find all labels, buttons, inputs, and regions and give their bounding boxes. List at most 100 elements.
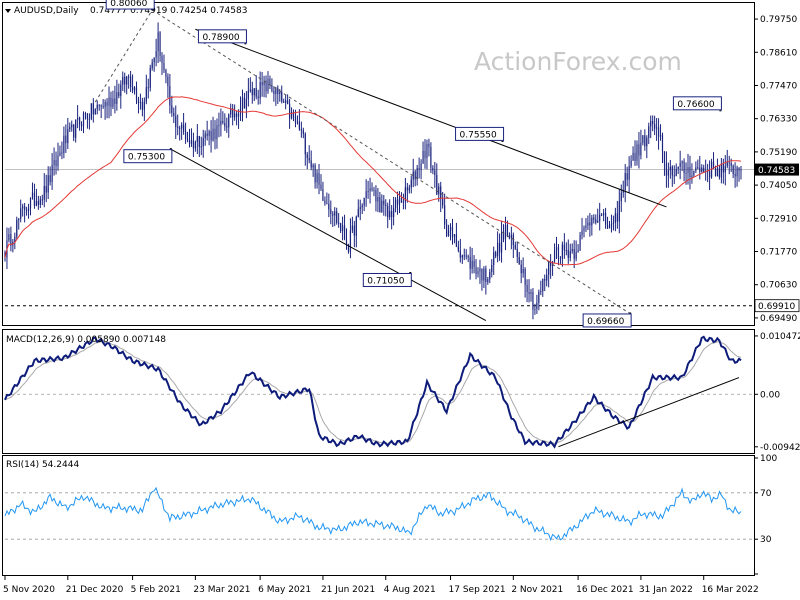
candle-body (606, 224, 609, 229)
chart-header: AUDUSD,Daily 0.74777 0.74919 0.74254 0.7… (5, 6, 247, 16)
candle-body (671, 166, 673, 176)
price-tick-label: 0.77470 (760, 81, 797, 91)
candle-body (10, 234, 12, 246)
candle-body (467, 256, 469, 258)
candle-body (383, 200, 385, 205)
candle-body (489, 271, 491, 280)
candle-body (296, 121, 299, 123)
candle-body (583, 227, 585, 231)
candle-body (569, 251, 571, 258)
candle-body (508, 236, 511, 238)
candle-body (398, 197, 401, 205)
candle-body (310, 160, 312, 168)
candle-body (163, 62, 165, 71)
candle-body (610, 223, 613, 228)
candle-body (104, 102, 106, 108)
candle-body (14, 236, 16, 242)
candle-body (169, 86, 171, 106)
time-tick-label: 6 May 2021 (258, 585, 311, 595)
candle-body (361, 205, 363, 208)
candle-body (347, 244, 350, 252)
candle-body (449, 226, 452, 231)
candle-body (475, 266, 477, 274)
candle-body (106, 102, 108, 106)
candle-body (620, 192, 622, 202)
candle-body (69, 127, 71, 130)
macd-tick-label: 0.00 (760, 390, 780, 400)
candle-body (510, 234, 512, 238)
candle-body (459, 250, 461, 258)
moving-average (4, 96, 742, 266)
candle-body (100, 105, 102, 107)
annotation-label: 0.75300 (128, 153, 165, 163)
candle-body (444, 205, 446, 225)
macd-panel: 0.010472 0.00 -0.009426 (4, 332, 800, 453)
time-axis: 5 Nov 2020 21 Dec 2020 5 Feb 2021 23 Mar 20… (3, 575, 759, 595)
channel-trendline (169, 148, 487, 321)
candle-body (177, 126, 179, 128)
candle-body (528, 292, 530, 295)
time-tick-label: 2 Nov 2021 (511, 585, 563, 595)
candle-body (534, 308, 536, 310)
candle-body (485, 268, 487, 283)
candle-body (471, 260, 473, 269)
candle-body (228, 114, 230, 128)
candle-body (434, 170, 436, 175)
price-tick-label: 0.70630 (760, 281, 797, 291)
rsi-tick-label: 30 (760, 535, 772, 545)
candle-body (465, 255, 467, 257)
candle-body (186, 138, 189, 140)
candle-body (712, 161, 715, 169)
candle-body (198, 136, 200, 147)
time-tick-label: 16 Dec 2021 (576, 585, 634, 595)
candle-body (555, 247, 558, 251)
candle-body (349, 230, 352, 252)
candle-body (691, 175, 693, 178)
candle-body (442, 199, 444, 206)
candle-body (457, 246, 459, 251)
candle-body (304, 133, 306, 155)
candle-body (341, 225, 344, 231)
candle-body (593, 217, 595, 220)
candle-body (548, 262, 550, 275)
candle-body (173, 112, 175, 116)
candle-body (424, 150, 426, 159)
support-label: 0.69910 (758, 302, 795, 312)
candle-body (204, 133, 206, 139)
candle-body (206, 133, 208, 136)
macd-title: MACD(12,26,9) 0.005890 0.007148 (6, 335, 166, 345)
candle-body (483, 268, 485, 281)
annotation-box (672, 96, 722, 111)
candle-body (345, 239, 348, 245)
candle-body (473, 260, 475, 267)
candle-body (479, 268, 481, 272)
candle-body (559, 258, 562, 260)
candle-body (630, 160, 632, 167)
candle-body (595, 219, 597, 223)
candle-body (29, 197, 32, 209)
macd-tick-label: -0.009426 (760, 443, 800, 453)
candle-body (235, 113, 238, 117)
candle-body (45, 186, 47, 193)
candle-body (487, 279, 489, 283)
candle-body (408, 187, 410, 191)
candle-body (318, 173, 320, 185)
candle-body (681, 161, 683, 164)
candle-body (640, 142, 642, 156)
last-price-box (755, 163, 799, 176)
candle-body (336, 211, 338, 223)
candle-body (133, 87, 136, 91)
candle-body (520, 264, 522, 274)
candle-body (422, 150, 424, 164)
candle-body (414, 171, 416, 180)
candle-body (612, 222, 615, 224)
candle-body (720, 163, 722, 178)
time-tick-label: 5 Feb 2021 (131, 585, 181, 595)
support-label-box (754, 299, 800, 313)
candle-body (328, 203, 330, 210)
candle-body (381, 200, 383, 213)
candle-body (141, 102, 143, 110)
candle-body (292, 112, 295, 117)
candle-body (355, 216, 357, 236)
candle-body (644, 135, 646, 147)
